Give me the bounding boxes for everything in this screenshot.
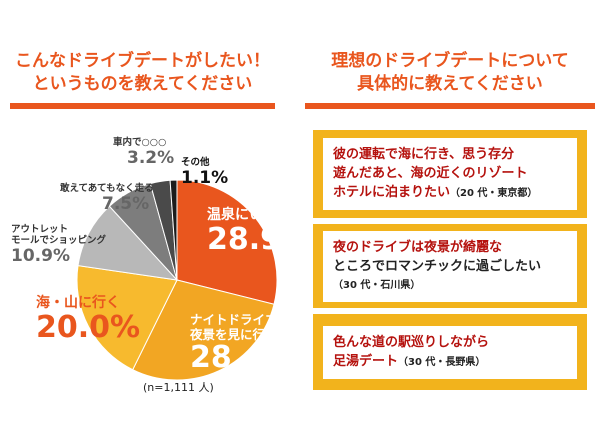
pie-slice-outlet [77, 205, 179, 281]
slice-name-night-line2: 夜景を見に行く [190, 327, 278, 342]
pie-slice-sea [76, 265, 178, 371]
slice-name-onsen: 温泉にいく [207, 207, 277, 223]
quote-card-1: 彼の運転で海に行き、思う存分 遊んだあと、海の近くのリゾート ホテルに泊まりたい… [313, 130, 587, 218]
slice-name-night-line1: ナイトドライブで [190, 312, 291, 327]
pie-slices [76, 179, 278, 381]
right-heading-rule [305, 103, 595, 109]
slice-name-outlet-line2: モールでショッピング [11, 235, 107, 246]
quote-1-line3-wrap: ホテルに泊まりたい（20 代・東京都） [333, 183, 567, 203]
quote-2-author: （30 代・石川県） [333, 279, 421, 291]
slice-value-aimless: 7.5% [102, 194, 150, 214]
slice-name-outlet-line1: アウトレット [11, 224, 69, 235]
left-heading: こんなドライブデートがしたい！ というものを教えてください [10, 50, 275, 96]
slice-label-night: ナイトドライブで 夜景を見に行く 28.4% [190, 312, 294, 374]
slice-label-outlet: アウトレット モールでショッピング 10.9% [11, 224, 106, 266]
slice-label-other: その他 1.1% [181, 157, 228, 188]
quote-2-line1: 夜のドライブは夜景が綺麗な [333, 239, 503, 255]
quote-3-author: （30 代・長野県） [398, 356, 486, 368]
slice-value-onsen: 28.9% [207, 222, 312, 257]
quote-card-2: 夜のドライブは夜景が綺麗な ところでロマンチックに過ごしたい （30 代・石川県… [313, 224, 587, 308]
quote-3-line2: 足湯デート [333, 353, 399, 369]
quote-3-line2-wrap: 足湯デート（30 代・長野県） [333, 352, 567, 372]
slice-value-other: 1.1% [181, 168, 229, 188]
left-heading-rule [10, 103, 275, 109]
slice-value-night: 28.4% [190, 340, 295, 375]
right-heading-line1: 理想のドライブデートについて [331, 51, 569, 71]
slice-value-incar: 3.2% [127, 148, 175, 168]
slice-label-sea: 海・山に行く 20.0% [36, 292, 140, 344]
slice-name-incar: 車内で○○○ [113, 137, 167, 148]
slice-name-other: その他 [181, 157, 210, 168]
quote-text-1: 彼の運転で海に行き、思う存分 遊んだあと、海の近くのリゾート ホテルに泊まりたい… [323, 138, 577, 210]
sample-size-note: (n=1,111 人) [143, 381, 214, 394]
left-heading-line2: というものを教えてください [32, 74, 253, 94]
quote-card-3: 色んな道の駅巡りしながら 足湯デート（30 代・長野県） [313, 314, 587, 390]
slice-name-aimless: 敢えてあてもなく走る [60, 183, 154, 194]
quote-1-line3: ホテルに泊まりたい [333, 185, 451, 200]
slice-label-incar: 車内で○○○ 3.2% [113, 137, 174, 168]
quote-3-line1: 色んな道の駅巡りしながら [333, 334, 490, 350]
quote-text-3: 色んな道の駅巡りしながら 足湯デート（30 代・長野県） [323, 325, 577, 379]
slice-label-aimless: 敢えてあてもなく走る 7.5% [60, 183, 154, 214]
slice-value-sea: 20.0% [36, 310, 141, 345]
quote-1-line1: 彼の運転で海に行き、思う存分 [333, 147, 515, 162]
right-heading-line2: 具体的に教えてください [357, 74, 543, 94]
pie-slice-night [132, 279, 275, 381]
slice-name-sea: 海・山に行く [36, 295, 120, 311]
left-heading-line1: こんなドライブデートがしたい！ [15, 51, 270, 71]
pie-slice-onsen [176, 179, 278, 305]
pie-slice-other [169, 179, 178, 281]
quote-text-2: 夜のドライブは夜景が綺麗な ところでロマンチックに過ごしたい （30 代・石川県… [323, 230, 577, 302]
slice-label-onsen: 温泉にいく 28.9% [207, 204, 311, 256]
quote-1-line2: 遊んだあと、海の近くのリゾート [333, 166, 528, 181]
quote-1-author: （20 代・東京都） [450, 188, 538, 199]
right-heading: 理想のドライブデートについて 具体的に教えてください [305, 50, 595, 96]
slice-value-outlet: 10.9% [11, 246, 70, 266]
quote-2-line2: ところでロマンチックに過ごしたい [333, 258, 542, 274]
